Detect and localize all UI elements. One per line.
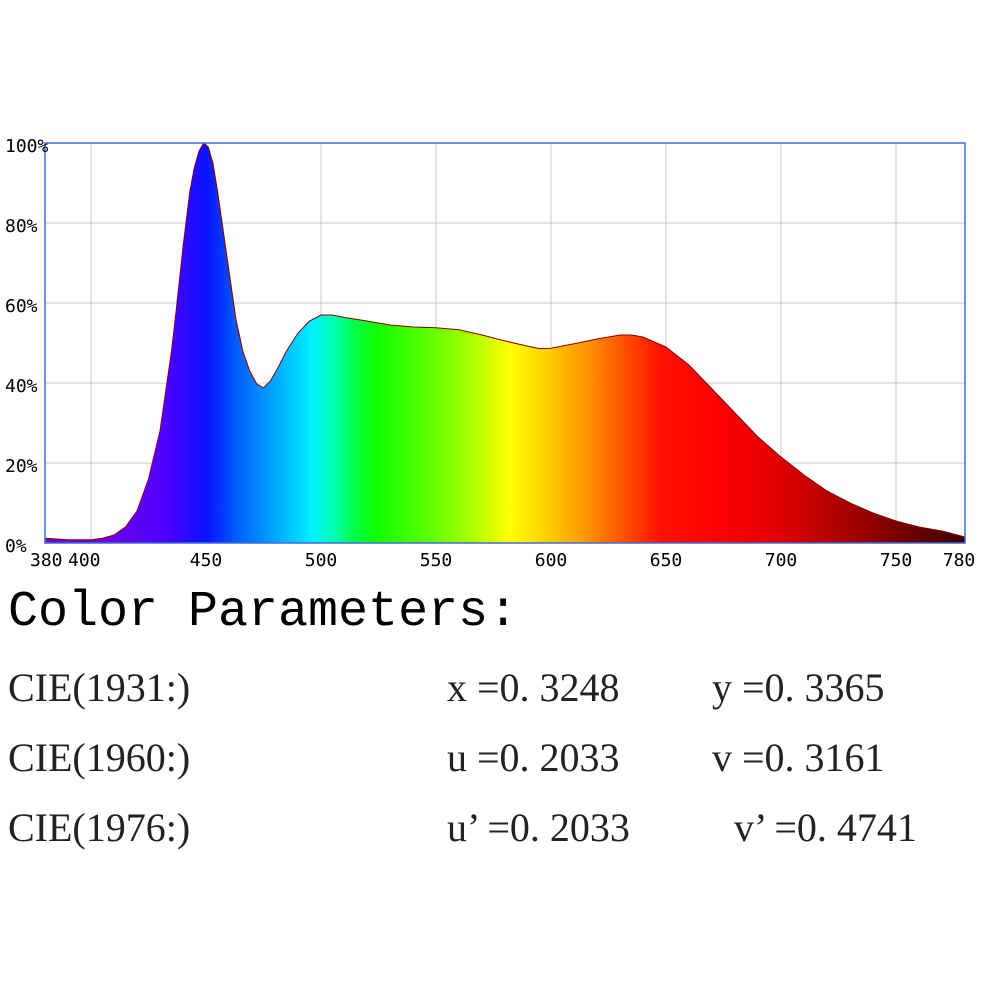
param-value-v: v =0. 3161 <box>712 735 885 780</box>
color-parameters-title: Color Parameters: <box>8 584 519 641</box>
param-value-v-prime: v’ =0. 4741 <box>734 805 917 850</box>
y-tick-label: 60% <box>5 296 38 317</box>
param-value-x: x =0. 3248 <box>447 665 620 710</box>
y-tick-label: 0% <box>5 536 27 557</box>
x-tick-label: 400 <box>68 550 101 571</box>
param-row-cie1931: CIE(1931:) x =0. 3248 y =0. 3365 <box>0 668 988 718</box>
y-tick-label: 100% <box>5 136 49 157</box>
param-value-y: y =0. 3365 <box>712 665 885 710</box>
x-tick-label: 450 <box>190 550 223 571</box>
y-axis-ticks: 0% 20% 40% 60% 80% 100% <box>5 136 49 557</box>
x-tick-label: 550 <box>420 550 453 571</box>
y-tick-label: 80% <box>5 216 38 237</box>
param-label: CIE(1960:) <box>8 735 191 780</box>
spectrum-line <box>44 142 966 541</box>
x-tick-label: 650 <box>650 550 683 571</box>
x-tick-label: 380 <box>30 550 63 571</box>
x-tick-label: 700 <box>765 550 798 571</box>
x-axis-ticks: 380 400 450 500 550 600 650 700 750 780 <box>30 550 975 571</box>
param-value-u: u =0. 2033 <box>447 735 620 780</box>
x-tick-label: 500 <box>305 550 338 571</box>
spectrum-chart: 380 400 450 500 550 600 650 700 750 780 0% 20% 40% 6… <box>5 136 975 571</box>
param-row-cie1976: CIE(1976:) u’ =0. 2033 v’ =0. 4741 <box>0 808 988 858</box>
param-value-u-prime: u’ =0. 2033 <box>447 805 630 850</box>
y-tick-label: 40% <box>5 376 38 397</box>
param-label: CIE(1931:) <box>8 665 191 710</box>
y-tick-label: 20% <box>5 456 38 477</box>
param-label: CIE(1976:) <box>8 805 191 850</box>
param-row-cie1960: CIE(1960:) u =0. 2033 v =0. 3161 <box>0 738 988 788</box>
x-tick-label: 600 <box>535 550 568 571</box>
x-tick-label: 780 <box>943 550 976 571</box>
plot-frame <box>44 142 966 544</box>
x-tick-label: 750 <box>880 550 913 571</box>
spectrum-area <box>45 143 965 543</box>
